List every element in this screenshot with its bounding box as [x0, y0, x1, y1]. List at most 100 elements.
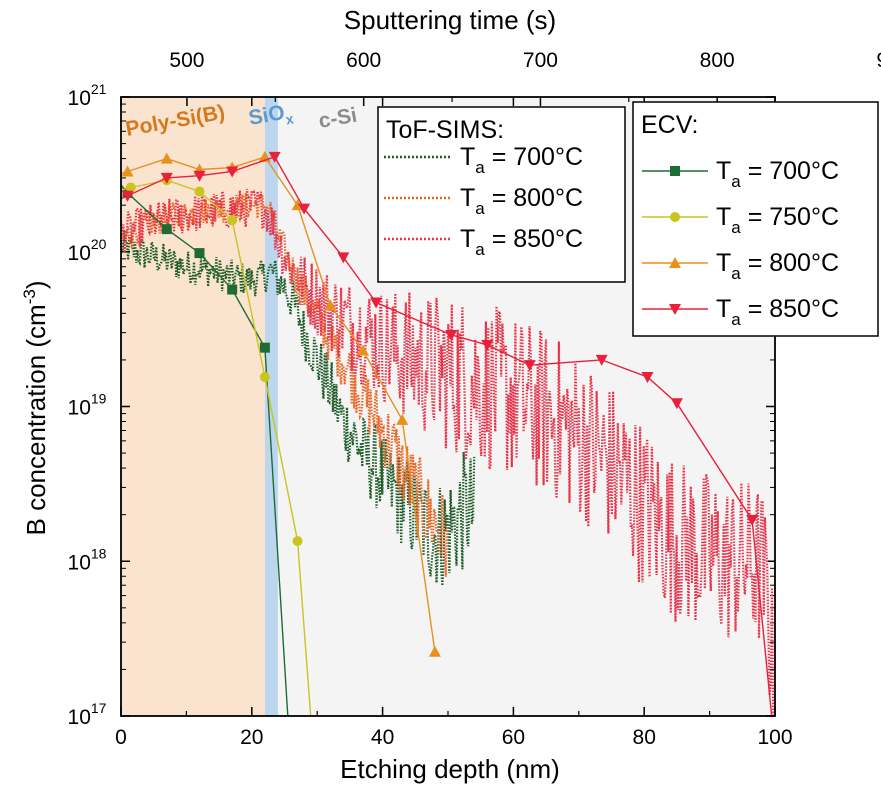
y-tick-label: 1018	[68, 545, 107, 574]
x2-tick-label: 900	[876, 49, 881, 72]
y-axis-title-close: )	[21, 280, 51, 289]
ecv-marker-3	[595, 354, 608, 366]
ecv-legend-marker-2	[669, 257, 681, 268]
y-tick-base: 10	[68, 87, 91, 110]
ecv-marker-3	[193, 170, 206, 182]
tof-sims-legend-entries: Ta = 700°C Ta = 800°C Ta = 850°C	[384, 143, 583, 259]
y-axis-title-main: B concentration (cm	[21, 304, 51, 535]
ecv-marker-2	[160, 152, 173, 164]
region-label-1: SiOx	[247, 100, 295, 134]
ecv-marker-3	[370, 297, 383, 309]
ecv-marker-0	[259, 342, 270, 353]
ecv-legend-text: = 800°C	[741, 249, 839, 277]
plot-frame	[120, 96, 776, 717]
ecv-marker-3	[298, 203, 311, 215]
ecv-marker-1	[227, 215, 238, 226]
ecv-legend-symbol: T	[716, 295, 731, 323]
ecv-marker-3	[337, 252, 350, 264]
ecv-legend-text: = 700°C	[741, 157, 839, 185]
tof-legend-symbol: T	[460, 184, 475, 212]
y-tick-label: 1019	[68, 391, 107, 420]
tof-sims-legend: ToF-SIMS: Ta = 700°C Ta = 800°C Ta = 850°C	[377, 106, 626, 283]
tof-sims-series	[119, 188, 775, 718]
ecv-legend-sub: a	[731, 310, 741, 329]
ecv-marker-2	[396, 413, 409, 425]
y-tick-exp: 21	[91, 81, 107, 97]
x-tick-label: 40	[371, 726, 394, 749]
ecv-legend-sub: a	[731, 172, 741, 191]
y-tick-label: 1021	[68, 81, 107, 110]
tof-legend-label-1: Ta = 800°C	[460, 184, 583, 218]
tof-sims-legend-title: ToF-SIMS:	[386, 116, 504, 144]
x2-tick-label: 700	[523, 49, 558, 72]
ecv-marker-1	[125, 182, 136, 193]
ecv-marker-0	[227, 284, 238, 295]
ecv-marker-1	[194, 186, 205, 197]
ecv-legend-label-2: Ta = 800°C	[716, 249, 839, 283]
tof-legend-label-0: Ta = 700°C	[460, 143, 583, 177]
y-tick-exp: 18	[91, 545, 107, 561]
y-tick-label: 1020	[68, 236, 107, 265]
ecv-marker-3	[481, 339, 494, 351]
ecv-legend-symbol: T	[716, 157, 731, 185]
ecv-marker-2	[356, 344, 369, 356]
ecv-marker-3	[160, 172, 173, 184]
ecv-marker-3	[121, 190, 134, 202]
ecv-legend-label-1: Ta = 750°C	[716, 203, 839, 237]
ecv-marker-1	[292, 536, 303, 547]
tof-legend-symbol: T	[460, 225, 475, 253]
ecv-legend: ECV: Ta = 700°CTa = 750°CTa = 800°CTa = …	[632, 101, 879, 337]
x2-tick-label: 600	[346, 49, 381, 72]
y-tick-exp: 17	[91, 700, 107, 716]
tof-legend-sub: a	[475, 199, 485, 218]
y-tick-base: 10	[68, 551, 91, 574]
ecv-line-1	[120, 179, 312, 717]
tof-legend-symbol: T	[460, 143, 475, 171]
tof-legend-text: = 700°C	[485, 143, 583, 171]
x2-tick-label: 500	[169, 49, 204, 72]
ecv-legend-marker-1	[670, 212, 680, 222]
y-tick-base: 10	[68, 397, 91, 420]
tof-legend-sub: a	[475, 240, 485, 259]
ecv-legend-text: = 850°C	[741, 295, 839, 323]
y-tick-base: 10	[68, 706, 91, 729]
ecv-legend-title: ECV:	[641, 111, 698, 139]
ecv-legend-label-0: Ta = 700°C	[716, 157, 839, 191]
region-label-sub-1: x	[284, 110, 295, 127]
y-tick-exp: 20	[91, 236, 107, 252]
ecv-marker-1	[259, 372, 270, 383]
ecv-legend-marker-0	[670, 166, 680, 176]
ecv-marker-3	[670, 398, 683, 410]
tof-sims-line-2	[119, 188, 775, 718]
tof-legend-label-2: Ta = 850°C	[460, 225, 583, 259]
tof-sims-legend-box	[377, 106, 626, 283]
ecv-marker-3	[746, 514, 759, 526]
ecv-legend-text: = 750°C	[741, 203, 839, 231]
ecv-legend-label-3: Ta = 850°C	[716, 295, 839, 329]
ecv-legend-sub: a	[731, 264, 741, 283]
x-tick-label: 80	[633, 726, 656, 749]
ecv-marker-2	[324, 299, 337, 311]
ecv-marker-2	[428, 645, 441, 657]
tof-legend-sub: a	[475, 158, 485, 177]
ecv-marker-3	[268, 151, 281, 163]
ecv-marker-2	[121, 165, 134, 177]
x-tick-label: 0	[115, 726, 127, 749]
ecv-legend-marker-3	[669, 304, 681, 315]
y-tick-label: 1017	[68, 700, 107, 729]
x2-tick-label: 800	[700, 49, 735, 72]
x-tick-label: 100	[757, 726, 792, 749]
ecv-marker-3	[523, 360, 536, 372]
ecv-legend-symbol: T	[716, 203, 731, 231]
ecv-legend-entries: Ta = 700°CTa = 750°CTa = 800°CTa = 850°C	[642, 157, 839, 329]
ecv-marker-3	[445, 329, 458, 341]
y-axis-title-exp: -3	[20, 289, 39, 304]
ecv-marker-0	[194, 248, 205, 259]
ecv-marker-3	[641, 372, 654, 384]
tick-labels: 0204060801005006007008009001017101810191…	[68, 49, 881, 749]
ecv-marker-0	[161, 224, 172, 235]
y-tick-base: 10	[68, 242, 91, 265]
x-tick-label: 20	[240, 726, 263, 749]
ecv-legend-symbol: T	[716, 249, 731, 277]
